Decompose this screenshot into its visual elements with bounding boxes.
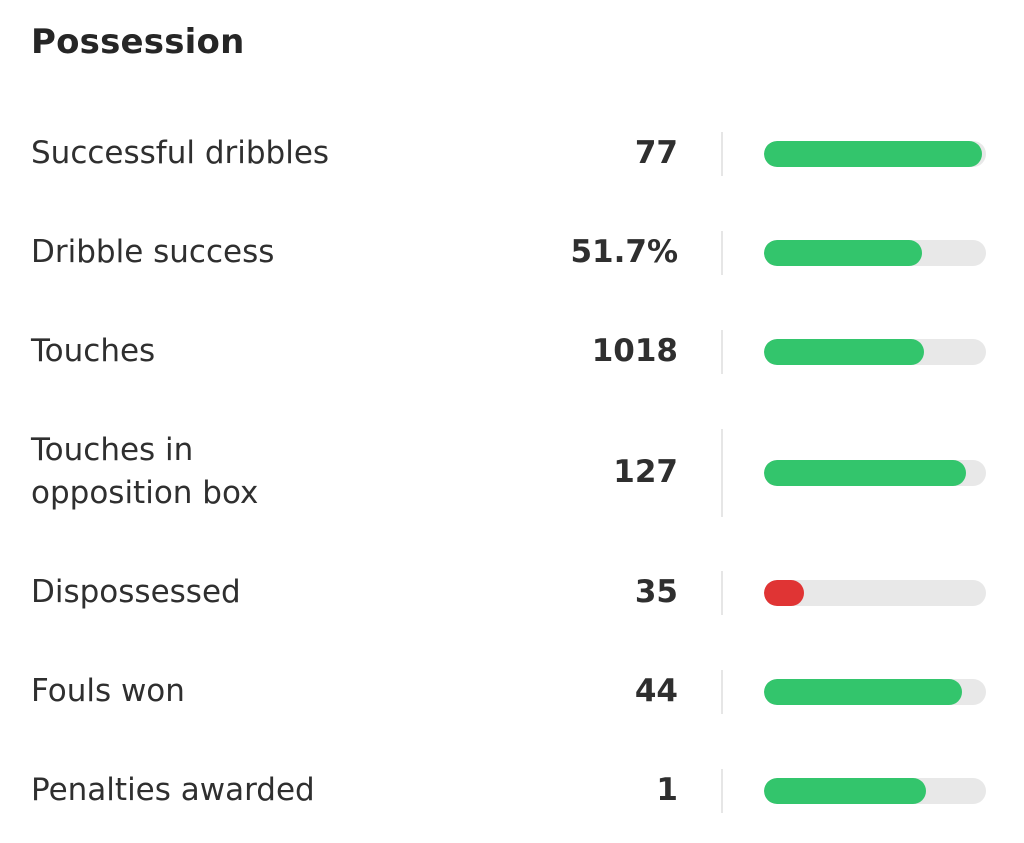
stat-label: Touches in opposition box	[31, 432, 259, 511]
row-divider	[721, 429, 723, 517]
stat-label: Fouls won	[31, 673, 185, 709]
stat-bar-fill	[764, 141, 982, 167]
stat-label: Touches	[31, 333, 156, 369]
stat-label: Dispossessed	[31, 574, 241, 610]
stat-value: 35	[634, 574, 678, 610]
row-divider	[721, 670, 723, 714]
stat-row-successful-dribbles: Successful dribbles 77	[0, 132, 1024, 176]
stat-value: 51.7%	[570, 234, 678, 270]
stat-bar-track	[764, 141, 986, 167]
row-divider	[721, 769, 723, 813]
stat-bar-fill	[764, 580, 804, 606]
stat-value: 77	[634, 135, 678, 171]
stat-bar-fill	[764, 460, 967, 486]
stat-row-dispossessed: Dispossessed 35	[0, 571, 1024, 615]
stat-row-penalties-awarded: Penalties awarded 1	[0, 769, 1024, 813]
stat-row-touches-in-opposition-box: Touches in opposition box 127	[0, 429, 1024, 517]
stat-value: 1018	[591, 333, 678, 369]
stat-bar-fill	[764, 339, 924, 365]
stat-bar-fill	[764, 679, 962, 705]
stat-value: 127	[613, 454, 678, 490]
row-divider	[721, 571, 723, 615]
stat-row-touches: Touches 1018	[0, 330, 1024, 374]
stat-label: Successful dribbles	[31, 135, 330, 171]
row-divider	[721, 330, 723, 374]
stat-label: Dribble success	[31, 234, 275, 270]
stat-row-dribble-success: Dribble success 51.7%	[0, 231, 1024, 275]
stat-value: 1	[656, 772, 678, 808]
section-title: Possession	[31, 22, 245, 62]
stat-value: 44	[634, 673, 678, 709]
stat-bar-track	[764, 460, 986, 486]
stat-bar-track	[764, 580, 986, 606]
row-divider	[721, 231, 723, 275]
stat-label: Penalties awarded	[31, 772, 315, 808]
row-divider	[721, 132, 723, 176]
stat-bar-track	[764, 778, 986, 804]
stat-bar-track	[764, 240, 986, 266]
stat-bar-track	[764, 339, 986, 365]
stat-bar-fill	[764, 778, 927, 804]
stat-bar-track	[764, 679, 986, 705]
stat-bar-fill	[764, 240, 922, 266]
stat-row-fouls-won: Fouls won 44	[0, 670, 1024, 714]
